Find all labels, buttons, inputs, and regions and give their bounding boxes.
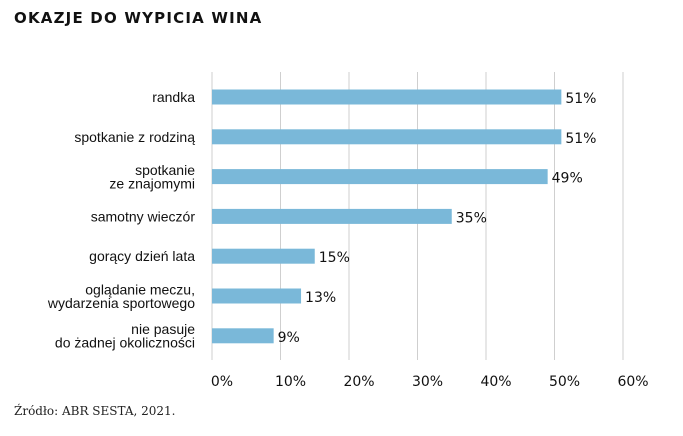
category-label: gorący dzień lata bbox=[89, 248, 195, 264]
bar bbox=[212, 169, 548, 185]
bar bbox=[212, 328, 274, 344]
bar bbox=[212, 129, 562, 145]
x-tick-label: 20% bbox=[343, 374, 374, 390]
x-tick-label: 40% bbox=[480, 374, 511, 390]
x-tick-label: 50% bbox=[549, 374, 580, 390]
category-label: randka bbox=[152, 89, 195, 105]
source-note: Źródło: ABR SESTA, 2021. bbox=[14, 404, 176, 418]
bar bbox=[212, 208, 452, 224]
value-label: 15% bbox=[319, 250, 350, 266]
category-label: spotkanie z rodziną bbox=[74, 129, 195, 145]
value-label: 49% bbox=[552, 171, 583, 187]
bar bbox=[212, 288, 302, 304]
bar bbox=[212, 89, 562, 105]
value-label: 9% bbox=[278, 330, 300, 346]
category-label: spotkanie ze znajomymi bbox=[109, 162, 195, 192]
value-label: 13% bbox=[305, 290, 336, 306]
chart-title: OKAZJE DO WYPICIA WINA bbox=[14, 9, 263, 27]
x-tick-label: 60% bbox=[617, 374, 648, 390]
x-tick-label: 10% bbox=[275, 374, 306, 390]
category-label: nie pasuje do żadnej okoliczności bbox=[55, 321, 195, 351]
value-label: 35% bbox=[456, 210, 487, 226]
x-tick-label: 30% bbox=[412, 374, 443, 390]
category-label: oglądanie meczu, wydarzenia sportowego bbox=[47, 281, 195, 311]
category-label: samotny wieczór bbox=[91, 208, 196, 224]
value-label: 51% bbox=[565, 91, 596, 107]
value-label: 51% bbox=[565, 131, 596, 147]
x-tick-label: 0% bbox=[211, 374, 233, 390]
bar bbox=[212, 248, 315, 264]
